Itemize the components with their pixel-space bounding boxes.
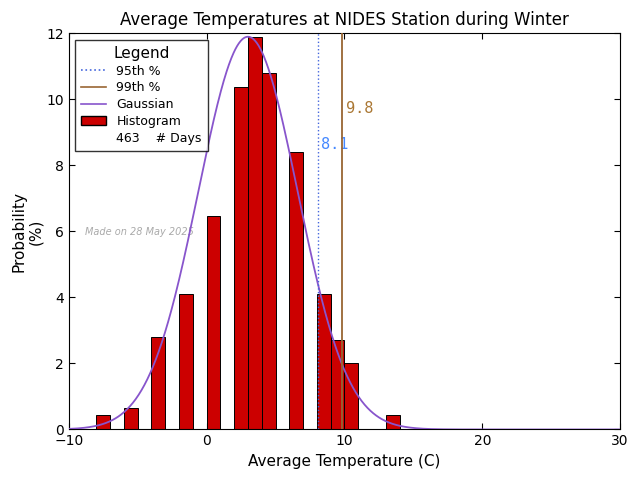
X-axis label: Average Temperature (C): Average Temperature (C) xyxy=(248,454,441,469)
Bar xyxy=(386,415,399,430)
Bar xyxy=(97,415,110,430)
Bar xyxy=(152,337,165,430)
Y-axis label: Probability
(%): Probability (%) xyxy=(11,191,44,272)
Bar xyxy=(248,37,262,430)
Bar xyxy=(331,340,344,430)
Text: 9.8: 9.8 xyxy=(346,101,373,116)
Bar xyxy=(234,87,248,430)
Bar xyxy=(344,363,358,430)
Title: Average Temperatures at NIDES Station during Winter: Average Temperatures at NIDES Station du… xyxy=(120,11,569,29)
Bar xyxy=(179,294,193,430)
Bar xyxy=(317,294,331,430)
Bar xyxy=(124,408,138,430)
Text: 8.1: 8.1 xyxy=(321,137,348,152)
Legend: 95th %, 99th %, Gaussian, Histogram, 463    # Days: 95th %, 99th %, Gaussian, Histogram, 463… xyxy=(75,40,208,151)
Bar xyxy=(207,216,220,430)
Bar xyxy=(289,152,303,430)
Bar xyxy=(262,73,276,430)
Text: Made on 28 May 2025: Made on 28 May 2025 xyxy=(85,228,194,238)
